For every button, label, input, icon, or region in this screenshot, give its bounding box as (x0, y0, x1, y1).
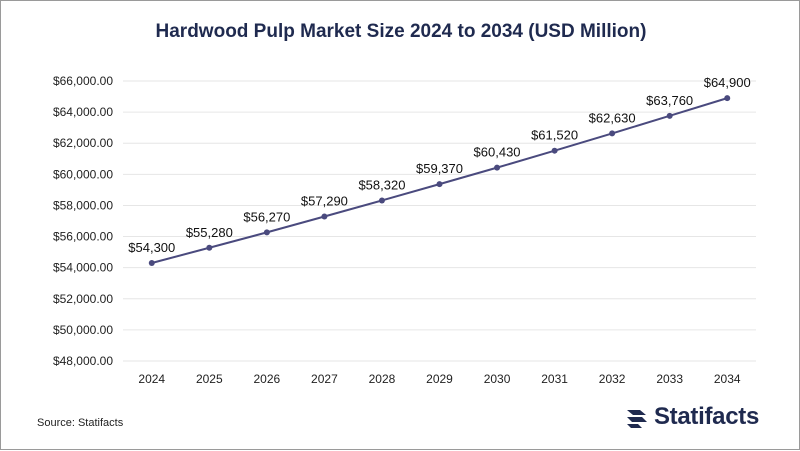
x-tick-label: 2026 (254, 372, 281, 386)
x-tick-label: 2030 (484, 372, 511, 386)
data-label: $63,760 (646, 93, 693, 108)
x-tick-label: 2025 (196, 372, 223, 386)
x-tick-label: 2032 (599, 372, 626, 386)
data-label: $62,630 (589, 110, 636, 125)
y-tick-label: $58,000.00 (53, 198, 113, 212)
data-point (666, 112, 673, 119)
data-point (378, 197, 385, 204)
x-tick-label: 2034 (714, 372, 741, 386)
data-label: $60,430 (474, 145, 521, 160)
data-point (551, 147, 558, 154)
data-label: $61,520 (531, 128, 578, 143)
data-point (724, 95, 731, 102)
data-label: $55,280 (186, 225, 233, 240)
y-tick-label: $48,000.00 (53, 354, 113, 368)
data-label: $58,320 (358, 177, 405, 192)
data-label: $54,300 (128, 240, 175, 255)
series-line (151, 97, 728, 264)
data-label: $59,370 (416, 161, 463, 176)
y-tick-label: $66,000.00 (53, 74, 113, 88)
x-tick-label: 2031 (541, 372, 568, 386)
y-tick-label: $56,000.00 (53, 230, 113, 244)
data-point (494, 164, 501, 171)
data-point (263, 229, 270, 236)
x-tick-label: 2028 (369, 372, 396, 386)
x-tick-label: 2027 (311, 372, 338, 386)
brand-logo: Statifacts (624, 403, 759, 431)
data-point (206, 244, 213, 251)
brand-name: Statifacts (653, 403, 759, 430)
chart-title: Hardwood Pulp Market Size 2024 to 2034 (… (155, 21, 647, 42)
data-point (436, 181, 443, 188)
x-tick-label: 2029 (426, 372, 453, 386)
y-tick-label: $62,000.00 (53, 136, 113, 150)
y-tick-label: $60,000.00 (53, 167, 113, 181)
y-tick-label: $50,000.00 (53, 323, 113, 337)
data-label: $64,900 (704, 75, 751, 90)
y-tick-label: $54,000.00 (53, 261, 113, 275)
data-label: $57,290 (301, 193, 348, 208)
x-tick-label: 2033 (656, 372, 683, 386)
data-point (148, 260, 155, 266)
data-point (321, 213, 328, 220)
source-note: Source: Statifacts (37, 417, 124, 429)
data-point (609, 130, 616, 137)
x-tick-label: 2024 (138, 372, 165, 386)
data-label: $56,270 (243, 209, 290, 224)
y-tick-label: $64,000.00 (53, 105, 113, 119)
y-tick-label: $52,000.00 (53, 292, 113, 306)
statifacts-logo-icon (626, 410, 647, 428)
